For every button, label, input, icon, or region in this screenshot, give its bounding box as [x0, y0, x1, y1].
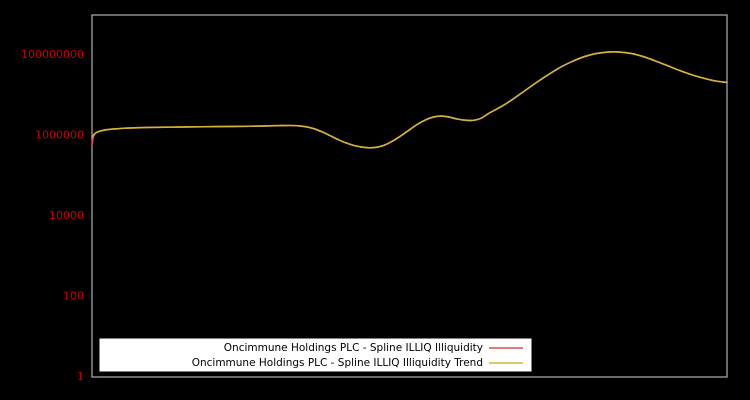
y-axis-tick-label: 100 [63, 290, 84, 303]
y-axis-tick-label: 10000 [49, 209, 84, 222]
series-line-illiquidity-trend [91, 51, 728, 149]
data-series-group [91, 51, 728, 149]
legend-entry-label: Oncimmune Holdings PLC - Spline ILLIQ Il… [224, 342, 483, 354]
y-axis-tick-labels: 1 100 10000 1000000 100000000 [21, 48, 84, 383]
plot-area-frame [91, 14, 728, 378]
legend-background [99, 338, 532, 372]
y-axis-tick-label: 100000000 [21, 48, 84, 61]
legend-entry-label: Oncimmune Holdings PLC - Spline ILLIQ Il… [192, 357, 483, 369]
chart-legend[interactable]: Oncimmune Holdings PLC - Spline ILLIQ Il… [99, 338, 532, 372]
y-axis-tick-label: 1 [77, 370, 84, 383]
y-axis-tick-label: 1000000 [35, 129, 84, 142]
